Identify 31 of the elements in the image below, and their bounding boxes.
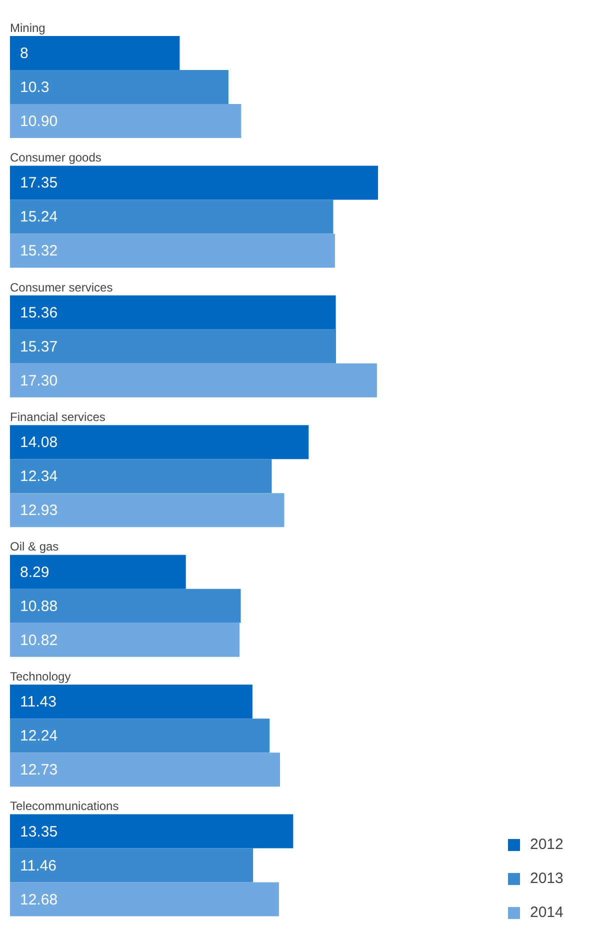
data-label: 12.68 xyxy=(20,891,58,908)
data-label: 17.35 xyxy=(20,174,58,192)
y-tick-label: Technology xyxy=(10,669,71,684)
data-label: 15.37 xyxy=(20,338,58,356)
y-tick-label: Consumer services xyxy=(10,280,113,294)
data-label: 17.30 xyxy=(20,372,58,390)
data-label: 8 xyxy=(20,45,28,62)
data-label: 12.34 xyxy=(20,468,58,486)
legend-label: 2014 xyxy=(530,904,564,921)
data-label: 12.93 xyxy=(20,502,58,520)
data-label: 11.46 xyxy=(20,857,56,874)
data-label: 10.90 xyxy=(20,113,58,130)
data-label: 10.82 xyxy=(20,632,58,649)
data-label: 15.32 xyxy=(20,242,58,260)
legend-label: 2012 xyxy=(530,836,564,853)
data-label: 10.88 xyxy=(20,598,58,615)
y-tick-label: Mining xyxy=(10,20,46,35)
data-label: 15.24 xyxy=(20,208,58,226)
data-label: 12.73 xyxy=(20,762,58,779)
data-label: 15.36 xyxy=(20,304,58,322)
data-label: 11.43 xyxy=(20,694,56,711)
y-tick-label: Financial services xyxy=(10,410,106,424)
y-tick-label: Oil & gas xyxy=(10,540,59,554)
data-label: 12.24 xyxy=(20,728,58,745)
data-label: 10.3 xyxy=(20,79,50,96)
y-tick-label: Consumer goods xyxy=(10,150,102,165)
legend-label: 2013 xyxy=(530,870,564,887)
data-label: 13.35 xyxy=(20,823,58,840)
data-label: 14.08 xyxy=(20,434,58,452)
data-label: 8.29 xyxy=(20,564,50,581)
y-tick-label: Telecommunications xyxy=(10,799,119,814)
